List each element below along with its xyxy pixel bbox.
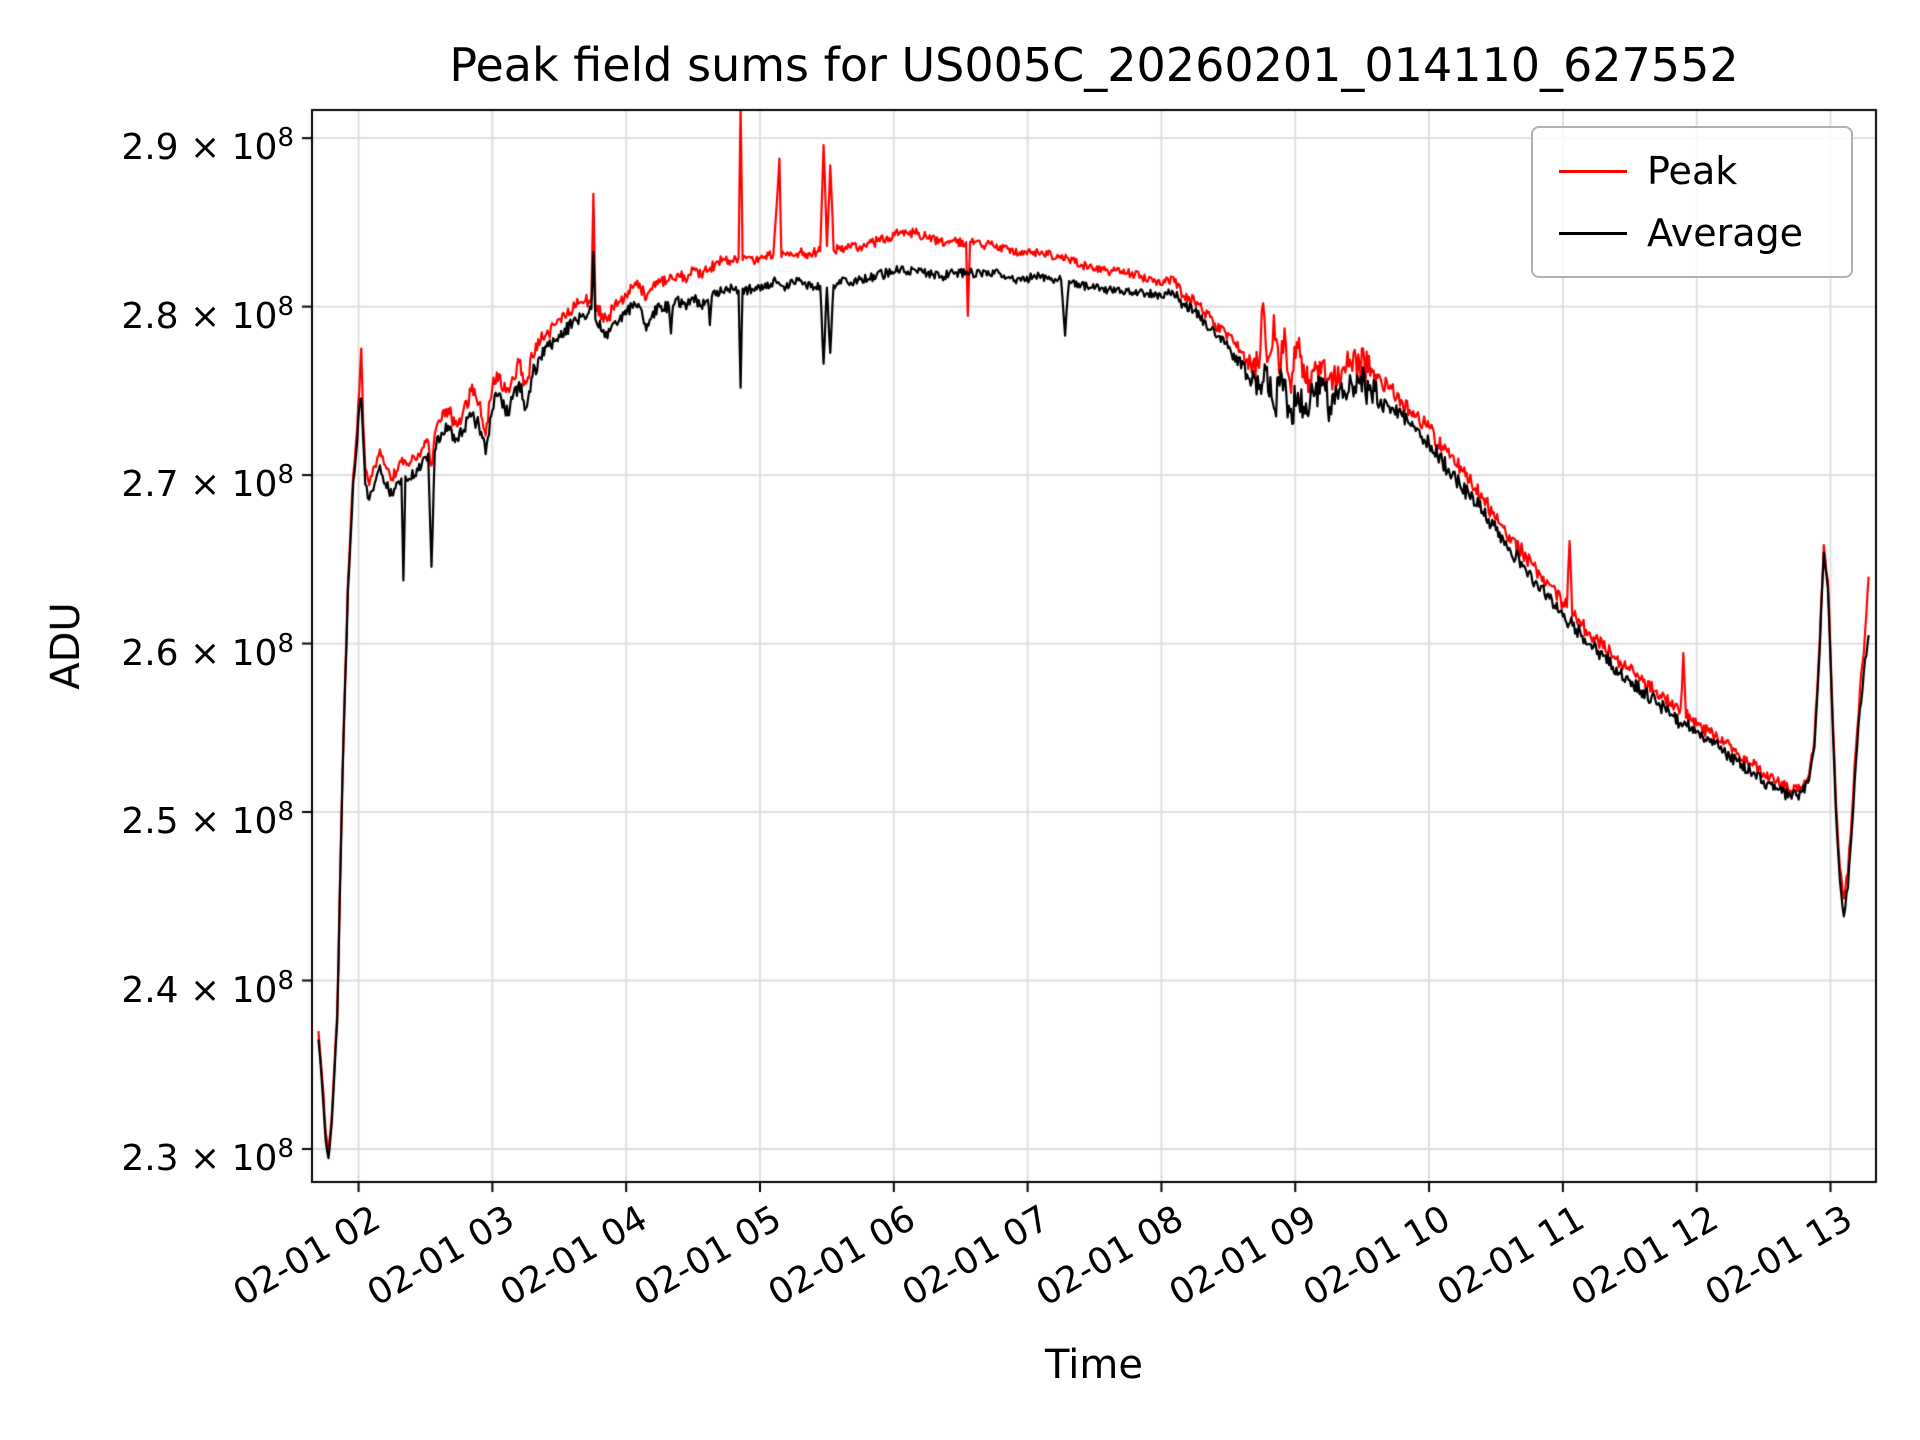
- legend-line-icon: [1559, 231, 1627, 235]
- legend-item-average: Average: [1533, 202, 1851, 264]
- y-tick-label: 2.3 × 108: [121, 1133, 294, 1179]
- y-tick-label: 2.9 × 108: [121, 123, 294, 169]
- legend-item-peak: Peak: [1533, 140, 1851, 202]
- legend-label: Average: [1647, 211, 1804, 255]
- x-axis-label: Time: [1045, 1342, 1143, 1388]
- y-tick-label: 2.5 × 108: [121, 797, 294, 843]
- legend-label: Peak: [1647, 149, 1738, 193]
- legend: Peak Average: [1531, 126, 1853, 278]
- legend-line-icon: [1559, 169, 1627, 173]
- y-tick-label: 2.7 × 108: [121, 460, 294, 506]
- y-tick-label: 2.6 × 108: [121, 628, 294, 674]
- chart-title: Peak field sums for US005C_20260201_0141…: [449, 38, 1739, 92]
- y-tick-label: 2.4 × 108: [121, 965, 294, 1011]
- y-tick-label: 2.8 × 108: [121, 291, 294, 337]
